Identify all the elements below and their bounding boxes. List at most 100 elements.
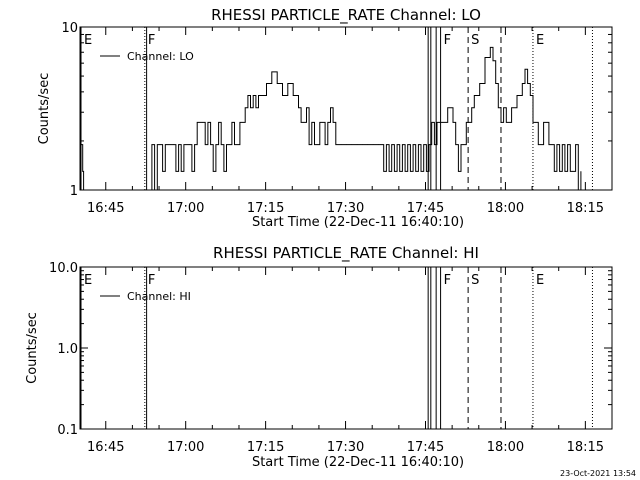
data-point [404,171,406,172]
data-point [396,144,398,145]
data-point [559,171,560,172]
data-point [471,107,472,108]
event-marker-label: E [84,273,92,288]
data-point [180,171,182,172]
data-point [287,83,289,84]
data-point [191,171,193,172]
data-point [428,144,430,145]
data-point [412,144,414,145]
data-point [306,107,307,108]
data-point [532,122,534,123]
data-point [346,144,347,145]
data-point [340,144,342,145]
data-point [455,144,456,145]
data-point [468,122,470,123]
data-point [324,144,326,145]
y-tick-label: 10.0 [49,261,78,276]
data-point [188,144,190,145]
data-point [194,144,195,145]
data-point [175,171,177,172]
data-point [434,144,435,145]
data-point [458,171,459,172]
data-point [234,144,235,145]
x-tick-label: 18:15 [567,440,604,455]
data-point [524,69,526,70]
data-point [553,171,555,172]
x-tick-label: 17:30 [327,440,364,455]
data-point [529,95,531,96]
data-point [247,95,249,96]
chart-title: RHESSI PARTICLE_RATE Channel: LO [211,6,481,25]
data-point [442,122,443,123]
data-point [569,171,571,172]
event-marker-label: S [471,33,479,48]
data-point [527,83,528,84]
data-point [282,95,283,96]
data-point [535,122,536,123]
data-point [511,107,512,108]
y-axis-label: Counts/sec [25,312,40,384]
data-point [292,95,294,96]
data-point [367,144,369,145]
data-point [207,122,209,123]
data-point [386,144,387,145]
data-point [463,144,464,145]
data-point [330,107,331,108]
data-point [402,144,403,145]
data-point [545,122,547,123]
x-tick-label: 17:00 [167,201,204,216]
data-point [83,189,84,191]
data-point [474,95,475,96]
data-point [196,122,198,123]
data-point [415,171,417,172]
data-point [300,122,302,123]
data-point [551,144,552,145]
data-point [466,122,467,123]
data-point [311,122,313,123]
data-point [407,144,409,145]
data-point [372,144,374,145]
data-point [572,171,574,172]
data-point [244,107,246,108]
data-point [250,107,251,108]
data-point [252,95,254,96]
data-point [276,83,278,84]
footer-timestamp: 23-Oct-2021 13:54 [560,469,636,478]
data-point [82,171,83,172]
data-point [543,122,544,123]
event-marker-label: S [471,273,479,288]
chart-panel-1: RHESSI PARTICLE_RATE Channel: LO 16:45 17:… [37,6,613,230]
event-marker-label: F [444,33,451,48]
y-tick-label: 10 [61,21,78,36]
event-marker-label: E [536,273,544,288]
data-point [498,107,499,108]
data-point [335,144,337,145]
data-point [231,122,233,123]
legend-label: Channel: LO [127,50,194,63]
data-point [239,122,241,123]
data-point [242,122,243,123]
data-point [447,107,448,108]
data-point [580,171,582,172]
data-point [228,144,230,145]
legend-label: Channel: HI [127,290,191,303]
data-point [202,122,203,123]
data-point [178,144,179,145]
y-tick-label: 1.0 [57,342,78,357]
data-point [495,83,496,84]
data-point [503,107,504,108]
data-point [220,144,222,145]
event-marker-label: E [84,33,92,48]
data-point [303,122,305,123]
data-point [388,171,390,172]
data-point [567,144,568,145]
data-point [308,144,310,145]
data-point [479,83,480,84]
data-point [223,171,225,172]
event-marker-label: F [444,273,451,288]
x-axis-label: Start Time (22-Dec-11 16:40:10) [252,455,464,470]
data-point [394,171,395,172]
data-point [183,144,185,145]
data-point [436,122,438,123]
data-point [156,144,158,145]
